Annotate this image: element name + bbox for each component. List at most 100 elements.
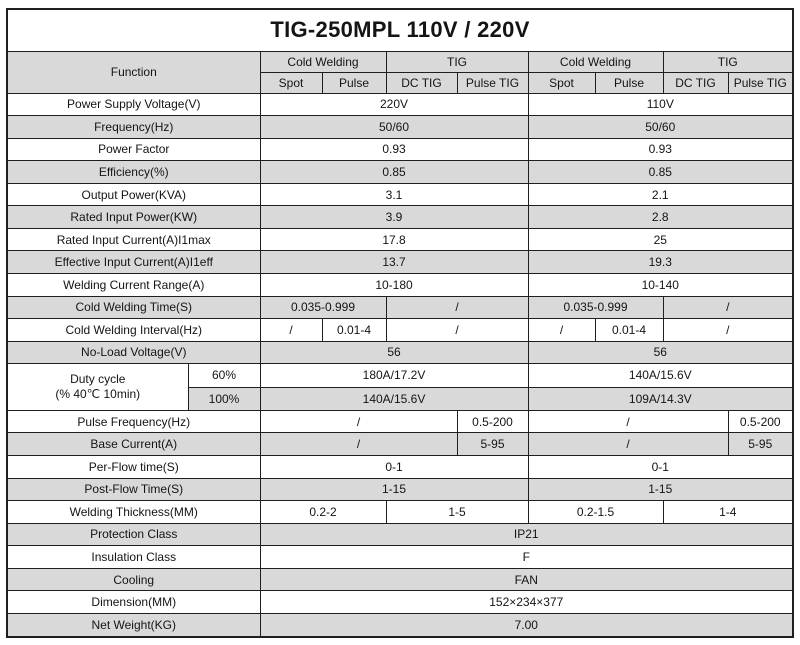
value-220: 220V	[259, 92, 529, 117]
row-insulation-class: Insulation Class F	[6, 545, 794, 569]
header-cold-welding-220: Cold Welding	[259, 50, 387, 73]
value-220: 180A/17.2V	[259, 363, 529, 388]
value-220: 17.8	[259, 227, 529, 252]
row-label: Frequency(Hz)	[6, 115, 261, 139]
row-protection-class: Protection Class IP21	[6, 522, 794, 547]
value-tig-220: /	[385, 318, 529, 342]
row-duty-cycle-60: Duty cycle (% 40℃ 10min) 60% 180A/17.2V …	[6, 363, 794, 411]
row-label: Cold Welding Interval(Hz)	[6, 318, 261, 342]
row-dimension: Dimension(MM) 152×234×377	[6, 590, 794, 614]
value-full: F	[259, 545, 794, 569]
row-label: Insulation Class	[6, 545, 261, 569]
value-full: 7.00	[259, 612, 794, 638]
row-label: Output Power(KVA)	[6, 182, 261, 207]
row-rated-input-current: Rated Input Current(A)I1max 17.8 25	[6, 227, 794, 252]
row-label: Post-Flow Time(S)	[6, 477, 261, 502]
header-dc-tig-220: DC TIG	[385, 71, 458, 94]
header-tig-220: TIG	[385, 50, 529, 73]
value-main-110: /	[527, 409, 729, 434]
row-label: No-Load Voltage(V)	[6, 340, 261, 365]
header-pulse-tig-110: Pulse TIG	[727, 71, 794, 94]
value-tig-110: 1-4	[662, 500, 794, 524]
value-110: 0-1	[527, 455, 794, 479]
row-label: Per-Flow time(S)	[6, 455, 261, 479]
spec-table: TIG-250MPL 110V / 220V Function Cold Wel…	[6, 8, 795, 638]
value-110: 110V	[527, 92, 794, 117]
value-110: 140A/15.6V	[527, 363, 794, 388]
value-110: 10-140	[527, 273, 794, 297]
value-spot-110: /	[527, 318, 596, 342]
row-label: Cooling	[6, 567, 261, 592]
row-label: Welding Current Range(A)	[6, 273, 261, 297]
duty-cycle-label-line2: (% 40℃ 10min)	[55, 387, 141, 402]
value-main-110: /	[527, 432, 729, 456]
value-220: 0-1	[259, 455, 529, 479]
row-label: Dimension(MM)	[6, 590, 261, 614]
value-220: 3.9	[259, 205, 529, 229]
row-cold-welding-interval: Cold Welding Interval(Hz) / 0.01-4 / / 0…	[6, 318, 794, 342]
row-label: Power Supply Voltage(V)	[6, 92, 261, 117]
header-cold-welding-110: Cold Welding	[527, 50, 664, 73]
header-pulse-tig-220: Pulse TIG	[456, 71, 529, 94]
value-pulse-tig-110: 0.5-200	[727, 409, 794, 434]
value-110: 0.93	[527, 137, 794, 162]
row-base-current: Base Current(A) / 5-95 / 5-95	[6, 432, 794, 456]
value-110: 1-15	[527, 477, 794, 502]
value-main-220: /	[259, 409, 458, 434]
value-110: 50/60	[527, 115, 794, 139]
duty-cycle-label-line1: Duty cycle	[70, 372, 126, 387]
value-220: 140A/15.6V	[259, 386, 529, 411]
value-full: FAN	[259, 567, 794, 592]
value-pulse-tig-220: 5-95	[456, 432, 529, 456]
value-pulse-tig-110: 5-95	[727, 432, 794, 456]
row-label: Base Current(A)	[6, 432, 261, 456]
value-220: 10-180	[259, 273, 529, 297]
row-label: Rated Input Current(A)I1max	[6, 227, 261, 252]
value-220: 0.85	[259, 160, 529, 184]
value-cw-110: 0.035-0.999	[527, 295, 664, 320]
page-title: TIG-250MPL 110V / 220V	[6, 8, 794, 52]
table-title-row: TIG-250MPL 110V / 220V	[6, 8, 794, 52]
value-220: 1-15	[259, 477, 529, 502]
value-pulse-220: 0.01-4	[321, 318, 387, 342]
header-spot-220: Spot	[259, 71, 323, 94]
row-cold-welding-time: Cold Welding Time(S) 0.035-0.999 / 0.035…	[6, 295, 794, 320]
row-label: Power Factor	[6, 137, 261, 162]
duty-pct-100: 100%	[187, 386, 261, 411]
value-tig-110: /	[662, 318, 794, 342]
row-label: Rated Input Power(KW)	[6, 205, 261, 229]
value-110: 19.3	[527, 250, 794, 274]
header-row-groups: Function Cold Welding TIG Cold Welding T…	[6, 50, 794, 94]
value-pulse-tig-220: 0.5-200	[456, 409, 529, 434]
value-full: 152×234×377	[259, 590, 794, 614]
header-row-subcolumns: Spot Pulse DC TIG Pulse TIG Spot Pulse D…	[7, 71, 794, 94]
header-tig-110: TIG	[662, 50, 794, 73]
row-power-supply-voltage: Power Supply Voltage(V) 220V 110V	[6, 92, 794, 117]
header-pulse-110: Pulse	[594, 71, 664, 94]
value-110: 109A/14.3V	[527, 386, 794, 411]
row-per-flow-time: Per-Flow time(S) 0-1 0-1	[6, 455, 794, 479]
value-spot-220: /	[259, 318, 323, 342]
value-110: 2.1	[527, 182, 794, 207]
row-label: Protection Class	[6, 522, 261, 547]
value-110: 56	[527, 340, 794, 365]
header-function: Function	[6, 50, 261, 94]
value-220: 3.1	[259, 182, 529, 207]
value-220: 13.7	[259, 250, 529, 274]
value-220: 0.93	[259, 137, 529, 162]
row-cooling: Cooling FAN	[6, 567, 794, 592]
row-label: Net Weight(KG)	[6, 612, 261, 638]
value-cw-110: 0.2-1.5	[527, 500, 664, 524]
row-label: Cold Welding Time(S)	[6, 295, 261, 320]
row-net-weight: Net Weight(KG) 7.00	[6, 612, 794, 638]
row-label: Pulse Frequency(Hz)	[6, 409, 261, 434]
value-tig-220: 1-5	[385, 500, 529, 524]
row-frequency: Frequency(Hz) 50/60 50/60	[6, 115, 794, 139]
row-efficiency: Efficiency(%) 0.85 0.85	[6, 160, 794, 184]
value-tig-110: /	[662, 295, 794, 320]
header-spot-110: Spot	[527, 71, 596, 94]
value-cw-220: 0.035-0.999	[259, 295, 387, 320]
value-110: 0.85	[527, 160, 794, 184]
row-effective-input-current: Effective Input Current(A)I1eff 13.7 19.…	[6, 250, 794, 274]
